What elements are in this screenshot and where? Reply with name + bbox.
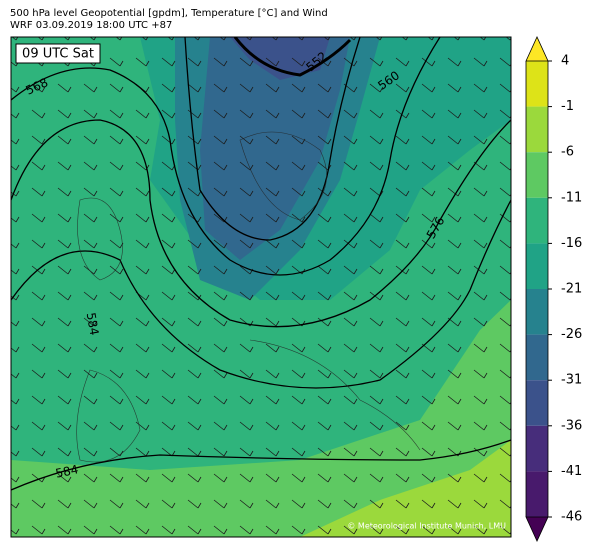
time-box (15, 43, 101, 64)
colorbar-over (525, 36, 549, 62)
time-label: 09 UTC Sat (22, 47, 94, 62)
map-frame (10, 36, 512, 538)
coastlines (76, 131, 421, 463)
colorbar-band (526, 471, 548, 517)
colorbar-tick-label: -21 (561, 282, 582, 297)
colorbar-tick-label: -6 (561, 145, 574, 160)
colorbar-band (526, 61, 548, 107)
map: 568 552 560 576 584 584 © Meteorological… (11, 37, 511, 537)
colorbar-band (526, 289, 548, 335)
colorbar-under (525, 516, 549, 542)
colorbar-tick-label: -36 (561, 418, 582, 433)
contours (11, 37, 511, 491)
header-line-2: WRF 03.09.2019 18:00 UTC +87 (10, 20, 172, 31)
colorbar-tick-label: -16 (561, 236, 582, 251)
colorbar-band (526, 243, 548, 289)
header-line-1: 500 hPa level Geopotential [gpdm], Tempe… (10, 8, 328, 19)
colorbar-band (526, 106, 548, 153)
colorbar-tick-label: -1 (561, 99, 574, 114)
colorbar-tick-label: -26 (561, 327, 582, 342)
colorbar-band (526, 152, 548, 198)
colorbar-tick-label: -46 (561, 510, 582, 525)
colorbar-tick-label: 4 (561, 54, 569, 69)
colorbar: 4 -1 -6 -11 -16 -21 -26 -31 -36 -41 -46 (525, 36, 582, 542)
colorbar-tick-label: -11 (561, 190, 582, 205)
colorbar-band (526, 334, 548, 381)
colorbar-tick-label: -41 (561, 464, 582, 479)
colorbar-band (526, 197, 548, 244)
wind-barbs (11, 37, 511, 537)
contour-label: 584 (84, 311, 102, 336)
colorbar-band (526, 380, 548, 426)
colorbar-tick-label: -31 (561, 373, 582, 388)
colorbar-band (526, 425, 548, 472)
credit: © Meteorological Institute Munich, LMU (347, 522, 506, 531)
contour-label: 584 (54, 462, 79, 480)
